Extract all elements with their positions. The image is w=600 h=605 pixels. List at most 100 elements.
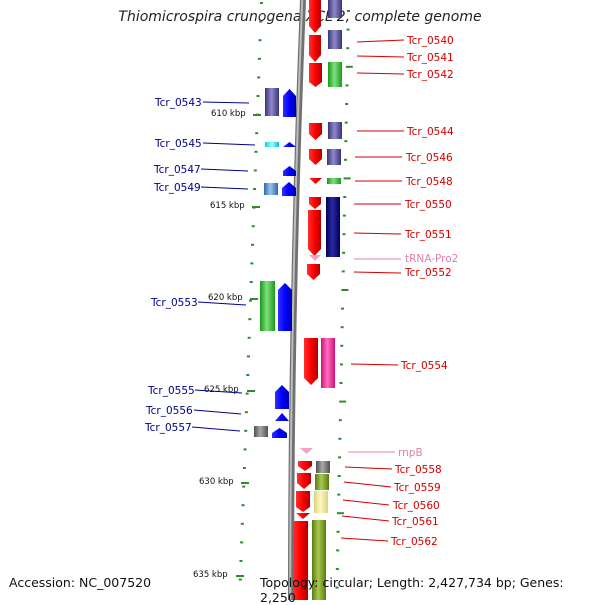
scale-tick xyxy=(257,57,261,60)
gene-block-tcr0548 xyxy=(327,178,341,184)
callout-line-tcr-0562 xyxy=(340,537,389,542)
gene-label-tcr-0552[interactable]: Tcr_0552 xyxy=(404,267,452,279)
callout-line-tcr-0555 xyxy=(194,389,243,394)
scale-tick xyxy=(343,158,347,161)
gene-arrow-tcr0543 xyxy=(283,89,296,117)
scale-ticks-right xyxy=(335,10,353,589)
scale-tick xyxy=(346,28,350,31)
gene-label-tcr-0545[interactable]: Tcr_0545 xyxy=(154,138,202,150)
scale-label: 630 kbp xyxy=(199,477,234,487)
scale-tick xyxy=(241,504,245,507)
scale-tick xyxy=(335,568,339,570)
gene-label-tcr-0548[interactable]: Tcr_0548 xyxy=(405,176,453,188)
gene-label-tcr-0560[interactable]: Tcr_0560 xyxy=(392,500,440,512)
scale-tick xyxy=(238,578,242,581)
gene-block-tcr0553 xyxy=(260,281,275,331)
scale-ticks-left xyxy=(238,2,263,581)
scale-tick xyxy=(246,374,250,376)
scale-tick xyxy=(336,549,340,552)
scale-tick xyxy=(248,318,252,321)
topology-text: Topology: circular; Length: 2,427,734 bp… xyxy=(260,575,564,605)
gene-block-tcr0541 xyxy=(328,30,342,49)
scale-tick-major xyxy=(241,482,249,484)
gene-arrows xyxy=(272,0,322,600)
scale-tick xyxy=(255,132,259,135)
gene-arrow-tcr0555 xyxy=(275,385,289,409)
gene-block-tcr0542 xyxy=(328,62,342,87)
gene-arrow-tcr0545 xyxy=(283,142,296,147)
gene-arrow-tcr0547 xyxy=(283,166,296,176)
scale-tick xyxy=(244,429,248,432)
scale-tick xyxy=(346,10,350,12)
scale-labels: 610 kbp 615 kbp 620 kbp 625 kbp 630 kbp 635 k… xyxy=(193,109,261,580)
scale-tick xyxy=(244,411,248,414)
gene-label-tcr-0562[interactable]: Tcr_0562 xyxy=(390,536,438,548)
gene-label-tcr-0541[interactable]: Tcr_0541 xyxy=(406,52,454,64)
accession-text: Accession: NC_007520 xyxy=(9,575,152,590)
scale-tick xyxy=(253,188,257,190)
scale-tick xyxy=(337,493,341,496)
gene-label-rnpb[interactable]: rnpB xyxy=(398,447,423,459)
scale-tick xyxy=(344,121,348,124)
gene-label-tcr-0546[interactable]: Tcr_0546 xyxy=(405,152,453,164)
gene-label-trna-pro2[interactable]: tRNA-Pro2 xyxy=(405,253,458,265)
gene-label-tcr-0557[interactable]: Tcr_0557 xyxy=(144,422,192,434)
scale-tick xyxy=(335,586,339,589)
scale-tick xyxy=(240,522,244,525)
gene-label-tcr-0542[interactable]: Tcr_0542 xyxy=(406,69,454,81)
gene-arrow-rnpb xyxy=(300,448,313,454)
scale-tick-major xyxy=(250,298,258,300)
gene-label-tcr-0556[interactable]: Tcr_0556 xyxy=(145,405,193,417)
callout-line-tcr-0552 xyxy=(353,271,402,274)
scale-tick xyxy=(343,196,347,198)
scale-label: 625 kbp xyxy=(204,385,239,395)
gene-label-tcr-0551[interactable]: Tcr_0551 xyxy=(404,229,452,241)
gene-arrow-tcr0548 xyxy=(309,178,322,184)
gene-label-tcr-0553[interactable]: Tcr_0553 xyxy=(150,297,198,309)
gene-label-tcr-0550[interactable]: Tcr_0550 xyxy=(404,199,452,211)
scale-tick xyxy=(338,419,342,422)
gene-arrow-tcr0553 xyxy=(278,283,292,331)
scale-tick-major xyxy=(236,575,244,577)
gene-label-tcr-0549[interactable]: Tcr_0549 xyxy=(153,182,201,194)
gene-block-tcr0562 xyxy=(312,520,326,600)
gene-arrow-tcr0549 xyxy=(282,182,296,196)
callout-line-tcr-0549 xyxy=(200,186,249,190)
gene-label-tcr-0554[interactable]: Tcr_0554 xyxy=(400,360,448,372)
scale-tick-major xyxy=(247,390,255,392)
gene-label-tcr-0540[interactable]: Tcr_0540 xyxy=(406,35,454,47)
scale-tick xyxy=(343,177,351,180)
callout-line-tcr-0554 xyxy=(350,363,399,366)
scale-tick xyxy=(259,2,263,4)
gene-label-tcr-0544[interactable]: Tcr_0544 xyxy=(406,126,454,138)
scale-tick xyxy=(337,475,341,477)
gene-label-tcr-0559[interactable]: Tcr_0559 xyxy=(393,482,441,494)
gene-label-tcr-0561[interactable]: Tcr_0561 xyxy=(391,516,439,528)
gene-label-tcr-0558[interactable]: Tcr_0558 xyxy=(394,464,442,476)
callout-line-tcr-0559 xyxy=(343,481,392,488)
scale-tick xyxy=(345,103,349,105)
scale-label: 615 kbp xyxy=(210,201,245,211)
callout-line-tcr-0547 xyxy=(200,168,249,172)
scale-tick xyxy=(251,243,255,246)
gene-block-tcr0546 xyxy=(327,149,341,165)
gene-arrow-tcr0540 xyxy=(309,0,321,33)
gene-block-tcr0544 xyxy=(328,122,342,139)
scale-tick xyxy=(345,84,349,87)
gene-label-tcr-0543[interactable]: Tcr_0543 xyxy=(154,97,202,109)
scale-tick xyxy=(245,392,249,395)
scale-tick-major xyxy=(253,114,261,116)
callout-line-tcr-0543 xyxy=(202,101,250,104)
callout-line-tcr-0557 xyxy=(191,426,241,432)
gene-label-tcr-0555[interactable]: Tcr_0555 xyxy=(147,385,195,397)
callout-line-tcr-0551 xyxy=(353,232,402,235)
scale-tick xyxy=(246,355,250,358)
gene-arrow-tcr0561 xyxy=(296,513,310,519)
scale-tick xyxy=(257,76,261,79)
scale-tick xyxy=(340,326,344,329)
scale-tick xyxy=(258,39,262,42)
gene-arrow-tcr0562 xyxy=(293,521,308,600)
callout-line-tcr-0561 xyxy=(341,515,390,522)
gene-label-tcr-0547[interactable]: Tcr_0547 xyxy=(153,164,201,176)
scale-tick xyxy=(339,400,347,403)
